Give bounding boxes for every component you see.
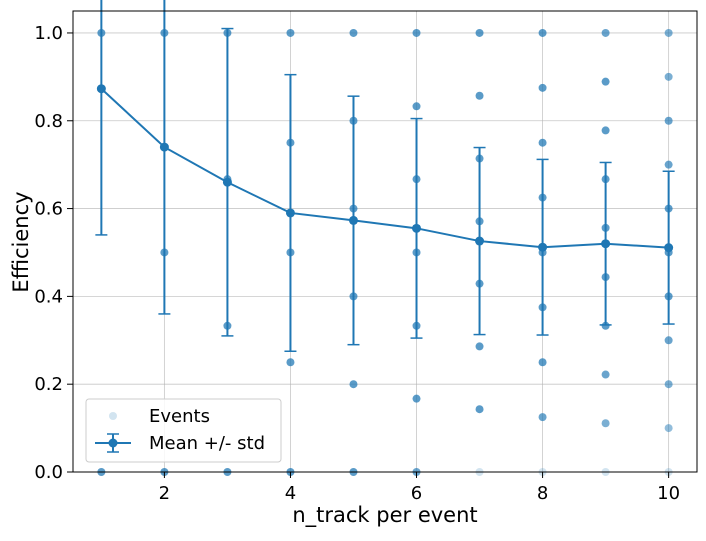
event-point [412, 102, 421, 111]
mean-point [159, 142, 169, 152]
event-point [412, 28, 421, 37]
y-tick-label: 0.0 [34, 462, 63, 483]
x-tick-label: 8 [537, 483, 548, 504]
mean-series-line [100, 87, 669, 249]
mean-point [285, 208, 295, 218]
event-point [664, 28, 673, 37]
event-point [538, 358, 547, 367]
y-axis-ticks: 0.0 0.2 0.4 0.6 0.8 1.0 [34, 23, 73, 483]
event-point [601, 77, 610, 86]
event-point [664, 116, 673, 125]
legend-frame [85, 398, 282, 463]
event-point [475, 342, 484, 351]
event-point [601, 321, 610, 330]
x-axis-ticks: 2 4 6 8 10 [159, 472, 680, 504]
events-scatter [97, 28, 673, 476]
legend-mean-marker [95, 433, 131, 453]
event-point [286, 358, 295, 367]
x-tick-label: 4 [285, 483, 296, 504]
legend-events-marker [109, 412, 117, 420]
event-point [538, 138, 547, 147]
event-point [349, 380, 358, 389]
event-point [349, 28, 358, 37]
event-point [538, 28, 547, 37]
event-point [538, 413, 547, 422]
mean-point [348, 215, 358, 225]
event-point [286, 28, 295, 37]
mean-line [96, 84, 674, 253]
event-point [475, 28, 484, 37]
x-tick-label: 2 [159, 483, 170, 504]
event-point [601, 370, 610, 379]
mean-point [601, 239, 611, 249]
x-axis-label: n_track per event [292, 503, 477, 528]
mean-point [412, 223, 422, 233]
legend-mean-label: Mean +/- std [149, 433, 265, 454]
event-point [538, 83, 547, 92]
x-tick-label: 6 [411, 483, 422, 504]
event-point [601, 419, 610, 428]
plot-frame [72, 10, 698, 473]
x-tick-label: 10 [657, 483, 680, 504]
event-point [412, 394, 421, 403]
y-tick-label: 0.6 [34, 199, 63, 220]
mean-point [538, 242, 548, 252]
mean-point [664, 243, 674, 253]
event-point [664, 336, 673, 345]
mean-point [475, 236, 485, 246]
event-point [664, 380, 673, 389]
event-point [475, 91, 484, 100]
event-point [664, 160, 673, 169]
event-point [601, 126, 610, 135]
y-axis-label: Efficiency [9, 191, 33, 292]
y-tick-label: 0.4 [34, 286, 63, 307]
y-tick-label: 1.0 [34, 23, 63, 44]
mean-point [222, 177, 232, 187]
legend-events-label: Events [149, 406, 210, 427]
mean-point [96, 84, 106, 94]
y-tick-label: 0.8 [34, 111, 63, 132]
event-point [664, 424, 673, 433]
event-point [475, 405, 484, 414]
event-point [601, 28, 610, 37]
legend: Events Mean +/- std [85, 398, 282, 463]
event-point [664, 72, 673, 81]
y-tick-label: 0.2 [34, 374, 63, 395]
